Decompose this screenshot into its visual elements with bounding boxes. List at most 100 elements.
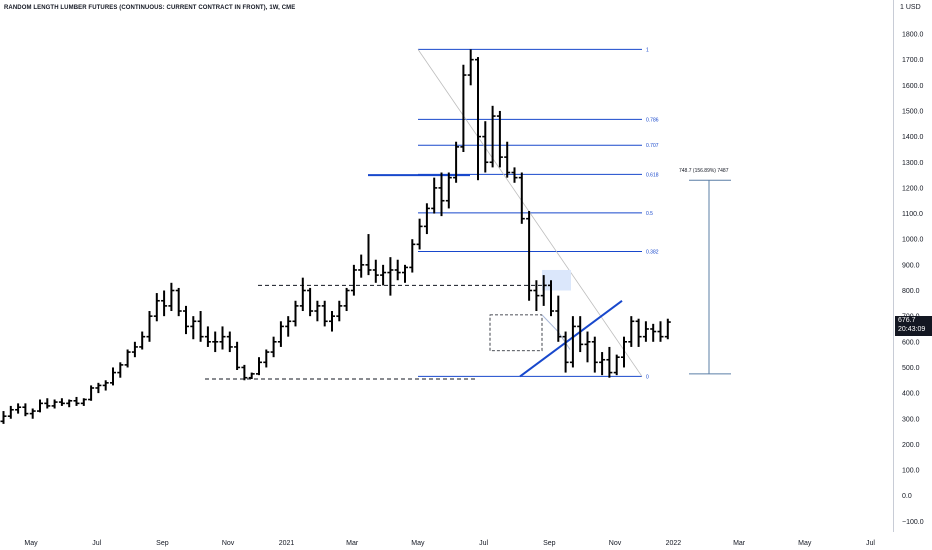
ohlc-bar (110, 367, 116, 386)
fib-level-label: 0.618 (646, 172, 659, 178)
ohlc-bar (657, 321, 664, 342)
ohlc-bar (402, 264, 408, 283)
currency-label: 1 USD (900, 4, 921, 11)
ohlc-bar (664, 318, 671, 340)
ohlc-bar (613, 354, 620, 376)
time-axis[interactable]: May Jul Sep Nov 2021 Mar May Jul Sep Nov 2022 Mar Ma… (24, 540, 875, 547)
y-tick-label: 1000.0 (902, 237, 924, 244)
ohlc-bar (606, 346, 613, 378)
ohlc-bar (256, 357, 262, 376)
ohlc-bar (518, 172, 525, 224)
ohlc-bar (475, 57, 481, 181)
ohlc-bar (628, 316, 635, 347)
ohlc-bar (431, 177, 438, 214)
fib-level-label: 1 (646, 47, 649, 53)
y-tick-label: 500.0 (902, 365, 920, 372)
ohlc-bar (591, 336, 598, 373)
fib-level-label: 0 (646, 374, 649, 380)
y-tick-label: −100.0 (902, 519, 924, 526)
ohlc-bar (234, 341, 241, 371)
x-tick-label: May (411, 540, 425, 547)
ohlc-bar (511, 167, 518, 183)
trend-line (519, 299, 623, 378)
x-tick-label: Mar (733, 540, 746, 547)
ohlc-bar (387, 257, 394, 296)
y-tick-label: 1800.0 (902, 32, 924, 39)
ohlc-bar (365, 234, 372, 276)
y-tick-label: 1600.0 (902, 83, 924, 90)
ohlc-bar (190, 316, 197, 340)
ohlc-bar (555, 295, 562, 342)
ohlc-bar (496, 110, 503, 168)
y-tick-label: 600.0 (902, 339, 920, 346)
ohlc-bar (526, 210, 533, 301)
ohlc-bar (226, 331, 233, 353)
ohlc-bar (263, 349, 270, 368)
ohlc-bar (577, 316, 584, 353)
fib-level-label: 0.786 (646, 117, 659, 123)
ohlc-bar (533, 280, 540, 312)
ohlc-bar (7, 405, 14, 419)
ohlc-bar (212, 331, 219, 353)
ohlc-bar (168, 282, 175, 312)
ohlc-bar (95, 382, 102, 394)
ohlc-bar (453, 141, 460, 183)
ohlc-bar (15, 403, 22, 414)
x-tick-label: May (24, 540, 38, 547)
ohlc-bar (117, 362, 124, 378)
ohlc-bar (204, 326, 211, 347)
ohlc-bar (277, 321, 284, 347)
ohlc-bar (58, 398, 65, 406)
y-tick-label: 900.0 (902, 262, 920, 269)
ohlc-bar (183, 305, 189, 335)
ohlc-bar (73, 396, 80, 406)
ohlc-bar (489, 105, 496, 168)
x-tick-label: Jul (866, 540, 875, 547)
ohlc-bar (394, 259, 401, 281)
ohlc-bar (80, 398, 87, 406)
ohlc-bar (0, 411, 7, 424)
ohlc-bar (621, 336, 627, 368)
fib-level-label: 0.382 (646, 249, 659, 255)
ohlc-bar (540, 275, 547, 306)
ohlc-bar (175, 287, 182, 317)
ohlc-bar (548, 280, 554, 317)
ohlc-bar (445, 172, 452, 209)
ohlc-bar (146, 311, 153, 342)
ohlc-bar (416, 218, 423, 250)
ohlc-bar (438, 172, 445, 217)
ohlc-bar (635, 318, 642, 347)
ohlc-bar (124, 349, 131, 368)
x-tick-label: Jul (92, 540, 101, 547)
last-price-value: 676.7 (898, 317, 916, 324)
price-axis-divider (893, 0, 894, 532)
measure-label: 748.7 (156.89%) 7487 (679, 168, 729, 174)
ohlc-bar (482, 121, 489, 173)
ohlc-bar (285, 316, 292, 337)
x-tick-label: Sep (156, 540, 169, 547)
y-tick-label: 1200.0 (902, 185, 924, 192)
price-axis[interactable]: 1800.0 1700.0 1600.0 1500.0 1400.0 1300.0 1200… (902, 32, 924, 526)
x-tick-label: Nov (609, 540, 622, 547)
ohlc-bar (299, 277, 306, 312)
x-tick-label: 2022 (666, 540, 682, 547)
ohlc-bar (343, 287, 350, 312)
y-tick-label: 400.0 (902, 391, 920, 398)
ohlc-bar (350, 264, 357, 296)
drawings-layer: 1 0.786 0.707 0.618 0.5 0.382 0 (205, 47, 731, 380)
ohlc-bar (161, 290, 168, 317)
x-tick-label: Nov (222, 540, 235, 547)
y-tick-label: 100.0 (902, 468, 920, 475)
ohlc-bar (37, 399, 43, 413)
bar-countdown: 20:43:09 (898, 326, 926, 333)
y-tick-label: 300.0 (902, 416, 920, 423)
ohlc-bar (153, 293, 160, 322)
ohlc-bar (270, 336, 277, 358)
ohlc-bar (329, 311, 335, 332)
currency-code: USD (905, 4, 921, 11)
ohlc-bar (650, 323, 657, 342)
ohlc-bar (562, 331, 569, 373)
ohlc-bar (197, 311, 204, 342)
y-tick-label: 0.0 (902, 493, 912, 500)
